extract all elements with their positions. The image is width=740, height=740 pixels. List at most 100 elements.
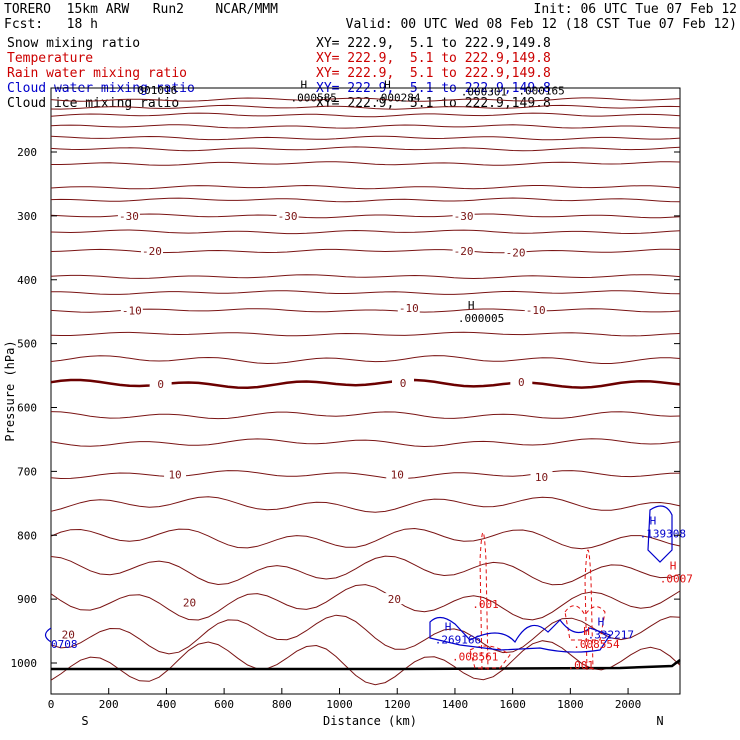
- contour-label-bg-6: [120, 304, 143, 316]
- temperature-contour--50-4: [50, 135, 681, 141]
- temperature-contour--10-12: [50, 274, 681, 280]
- contour-label-bg-15: [57, 628, 80, 640]
- rain-contour-3: [469, 645, 511, 669]
- temperature-contour-20-24: [50, 584, 681, 621]
- contour-label-17: 20: [388, 593, 401, 606]
- header-valid-time: Valid: 00 UTC Wed 08 Feb 12 (18 CST Tue …: [345, 17, 737, 32]
- x-tick-label: 1200: [384, 698, 411, 711]
- contour-label-bg-13: [386, 468, 409, 480]
- temperature-contour-10-20: [50, 470, 681, 480]
- temperature-contour-20-26: [50, 640, 681, 686]
- extremum-value-8: .001: [472, 598, 499, 611]
- extremum-marker-6: H: [650, 514, 657, 527]
- extremum-value-6: .139308: [640, 527, 686, 540]
- contour-label-14: 10: [535, 471, 548, 484]
- contour-label-11: 0: [518, 376, 525, 389]
- temperature-contour--60-0: [50, 97, 681, 102]
- extremum-value-0: .000585: [290, 92, 336, 105]
- x-tick-label: 0: [48, 698, 55, 711]
- temperature-contour--30-8: [50, 197, 681, 203]
- cloud-water-contour-2: [44, 627, 52, 643]
- contour-label-6: -10: [122, 304, 142, 317]
- x-tick-label: 800: [272, 698, 292, 711]
- temperature-contour--10-14: [50, 308, 681, 313]
- contour-label-bg-12: [164, 468, 187, 480]
- temperature-contour--30-9: [50, 213, 681, 219]
- field-xy-rain: XY= 222.9, 5.1 to 222.9,149.8: [316, 66, 551, 81]
- contour-label-10: 0: [400, 377, 407, 390]
- extremum-value-14: 0708: [51, 638, 78, 651]
- terrain-surface-line: [51, 659, 681, 671]
- cloud-rain-contours: [44, 505, 681, 671]
- extremum-value-9: .332217: [588, 628, 634, 641]
- contour-label-bg-0: [117, 209, 140, 221]
- temperature-contour--10-13: [50, 290, 681, 295]
- rain-contour-1: [584, 549, 594, 671]
- contour-label-9: 0: [157, 378, 164, 391]
- extremum-marker-7: H: [670, 560, 677, 573]
- contour-label-bg-17: [383, 593, 406, 605]
- temperature-contour--20-10: [50, 229, 681, 235]
- extremum-marker-0: H: [300, 79, 307, 92]
- temperature-contour-10-18: [50, 411, 681, 420]
- field-name-snow: Snow mixing ratio: [7, 36, 141, 51]
- rain-contour-2: [564, 605, 606, 641]
- y-tick-label: 500: [17, 338, 37, 351]
- x-axis-south-label: S: [81, 714, 88, 728]
- extremum-value-2: .000301: [461, 85, 507, 98]
- temperature-contour-0-17: [50, 378, 681, 389]
- field-name-temperature: Temperature: [7, 51, 94, 66]
- contour-label-16: 20: [183, 596, 196, 609]
- x-tick-label: 1600: [499, 698, 526, 711]
- temperature-contour-20-25: [50, 614, 681, 655]
- extremum-value-11: .008554: [573, 638, 620, 651]
- extremum-marker-11: H: [583, 625, 590, 638]
- temperature-contour--50-3: [50, 124, 681, 129]
- x-tick-label: 200: [99, 698, 119, 711]
- contour-label-2: -30: [454, 210, 474, 223]
- y-tick-label: 1000: [11, 657, 38, 670]
- contour-label-3: -20: [142, 245, 162, 258]
- extremum-marker-10: H: [445, 620, 452, 633]
- temperature-contour-0-16: [50, 355, 681, 365]
- field-name-rain: Rain water mixing ratio: [7, 66, 188, 81]
- contour-label-bg-7: [397, 301, 420, 313]
- extremum-value-12: .008561: [452, 651, 498, 664]
- temperature-contour--60-1: [50, 104, 681, 110]
- header-forecast-hour: Fcst: 18 h: [4, 17, 98, 32]
- x-axis-label: Distance (km): [323, 714, 417, 728]
- x-tick-label: 1000: [326, 698, 353, 711]
- y-tick-label: 900: [17, 593, 37, 606]
- extremum-value-10: .269166: [435, 633, 481, 646]
- temperature-contour-20-23: [50, 555, 681, 586]
- y-tick-label: 700: [17, 465, 37, 478]
- extremum-marker-9: H: [598, 615, 605, 628]
- contour-labels: -30 -30 -30 -20 -20 -20 -10 -10 -10 0 0 0 10 10 10 20 20…: [51, 79, 693, 672]
- y-tick-label: 400: [17, 274, 37, 287]
- contour-label-bg-1: [276, 209, 299, 221]
- extremum-value-5: .000005: [458, 312, 504, 325]
- contour-label-4: -20: [454, 245, 474, 258]
- header-model-info: TORERO 15km ARW Run2 NCAR/MMM: [4, 2, 278, 17]
- plot-frame: [50, 87, 681, 695]
- temperature-contours: [50, 97, 681, 686]
- field-xy-snow: XY= 222.9, 5.1 to 222.9,149.8: [316, 36, 551, 51]
- contour-label-13: 10: [391, 469, 404, 482]
- cloud-water-contour-0: [429, 616, 611, 653]
- extremum-value-13: .001: [567, 659, 594, 672]
- contour-label-bg-2: [452, 209, 475, 221]
- rain-contour-0: [479, 532, 489, 671]
- x-tick-label: 600: [214, 698, 234, 711]
- extremum-value-7: .0007: [660, 573, 693, 586]
- temperature-contour--10-15: [50, 331, 681, 337]
- temperature-contour-10-19: [50, 438, 681, 448]
- x-tick-label: 1800: [557, 698, 584, 711]
- extremum-value-1: .000284: [374, 92, 421, 105]
- contour-label-bg-10: [392, 377, 415, 389]
- extremum-value-4: 001016: [138, 84, 178, 97]
- extremum-marker-1: H: [384, 79, 391, 92]
- temperature-contour-10-21: [50, 496, 681, 513]
- y-tick-label: 300: [17, 210, 37, 223]
